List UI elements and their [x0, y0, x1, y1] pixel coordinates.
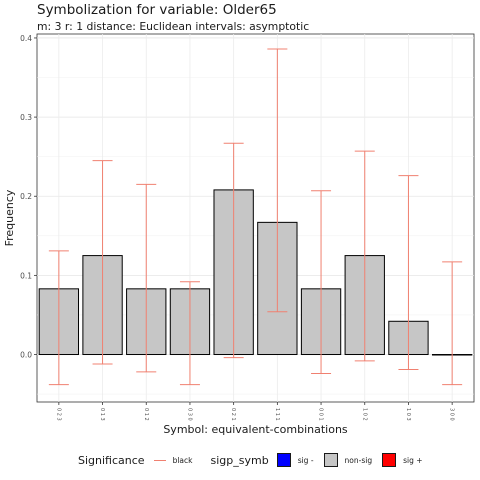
legend-significance-title: Significance — [78, 453, 145, 467]
x-tick-label: 1 1 1 — [274, 408, 280, 421]
x-tick-label: 0 2 3 — [55, 408, 61, 421]
chart-subtitle: m: 3 r: 1 distance: Euclidean intervals:… — [37, 20, 310, 33]
legend-swatch-sig-plus — [382, 453, 397, 467]
legend-sigp-title: sigp_symb — [210, 453, 269, 467]
x-tick-label: 0 3 0 — [186, 408, 192, 421]
legend-item-sig-plus: sig + — [403, 455, 423, 465]
y-tick-label: 0.1 — [20, 271, 32, 280]
x-tick-label: 0 2 1 — [230, 408, 236, 421]
legend: Significance black sigp_symb sig - non-s… — [78, 452, 423, 468]
x-axis-title: Symbol: equivalent-combinations — [163, 423, 348, 436]
y-tick-label: 0.4 — [20, 34, 32, 43]
legend-swatch-non-sig — [323, 453, 338, 467]
x-tick-label: 0 1 2 — [143, 408, 149, 421]
x-tick-label: 1 0 3 — [405, 408, 411, 421]
x-tick-label: 0 1 3 — [99, 408, 105, 421]
legend-item-sig-minus: sig - — [297, 455, 314, 465]
y-tick-label: 0.3 — [20, 113, 32, 122]
x-tick-label: 1 0 2 — [361, 408, 367, 421]
y-tick-label: 0.2 — [20, 192, 32, 201]
legend-error-bar-key — [153, 453, 167, 467]
y-axis-title: Frequency — [3, 189, 16, 246]
x-tick-label: 3 0 0 — [449, 408, 455, 421]
legend-swatch-sig-minus — [276, 453, 291, 467]
chart-title: Symbolization for variable: Older65 — [37, 2, 277, 18]
legend-item-non-sig: non-sig — [344, 455, 373, 465]
x-tick-label: 0 0 1 — [318, 408, 324, 421]
legend-significance-item: black — [172, 455, 193, 465]
y-tick-label: 0.0 — [20, 351, 32, 360]
